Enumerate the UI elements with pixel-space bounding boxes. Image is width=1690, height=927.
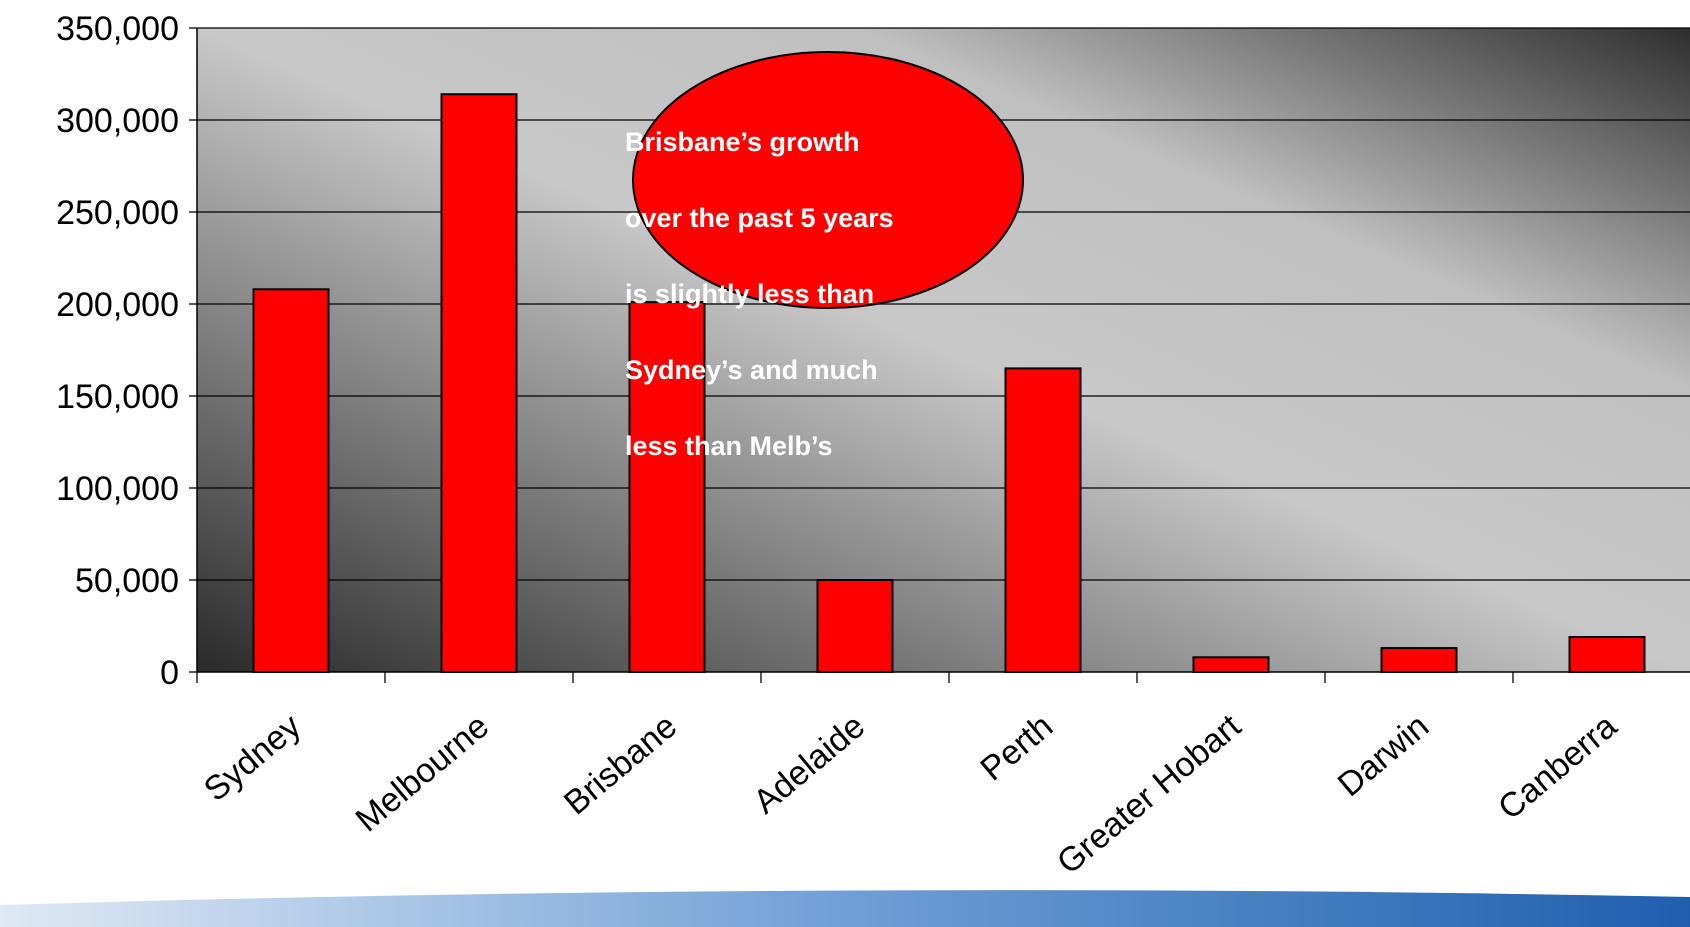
y-tick-label: 150,000 <box>56 378 179 416</box>
x-tick-label: Adelaide <box>746 707 872 821</box>
bar <box>1380 647 1458 674</box>
bar <box>1568 636 1646 673</box>
bar <box>252 288 330 673</box>
bar <box>816 579 894 673</box>
x-axis-tick-labels: Sydney Melbourne Brisbane Adelaide PerthGrea… <box>197 707 1624 882</box>
bar <box>1192 656 1270 674</box>
x-tick-label: Sydney <box>197 707 308 809</box>
bottom-band <box>0 890 1690 927</box>
bar <box>440 93 518 674</box>
bar <box>1004 367 1082 673</box>
y-tick-label: 50,000 <box>75 562 179 600</box>
x-tick-label: Greater Hobart <box>1050 707 1249 882</box>
axes <box>189 27 1690 683</box>
y-tick-label: 0 <box>160 654 179 692</box>
annotation-bubble <box>632 51 1024 309</box>
y-tick-label: 200,000 <box>56 286 179 324</box>
x-tick-label: Melbourne <box>349 707 496 839</box>
x-tick-label: Canberra <box>1491 707 1624 827</box>
y-tick-label: 300,000 <box>56 102 179 140</box>
y-axis-tick-labels: 0 50,000 100,000 150,000 200,000 250,000 300,0… <box>56 10 179 692</box>
x-tick-label: Brisbane <box>557 707 684 822</box>
x-tick-label: Darwin <box>1331 707 1436 804</box>
y-tick-label: 350,000 <box>56 10 179 48</box>
y-tick-label: 100,000 <box>56 470 179 508</box>
x-tick-label: Perth <box>973 707 1060 788</box>
y-tick-label: 250,000 <box>56 194 179 232</box>
bar <box>628 301 706 673</box>
